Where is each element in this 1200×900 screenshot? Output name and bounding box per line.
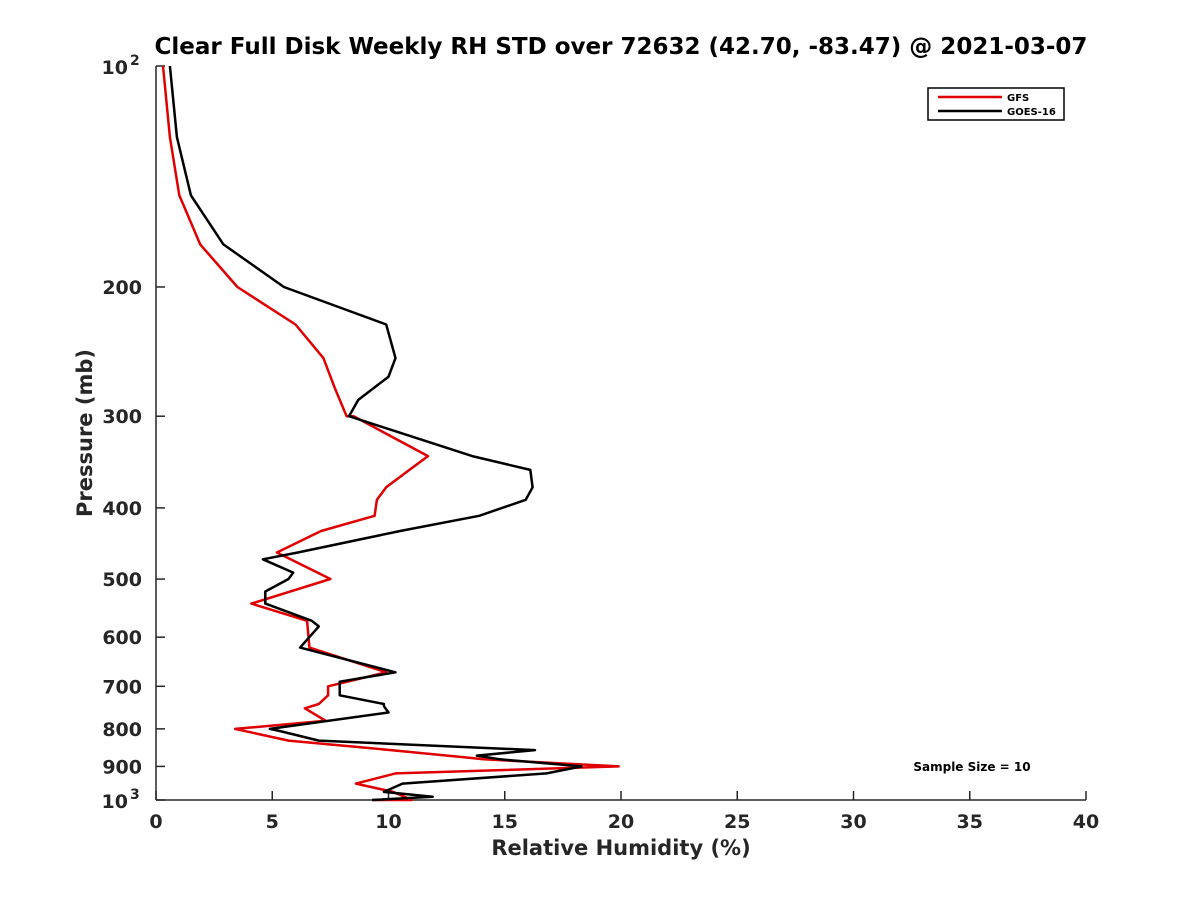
legend-label-gfs: GFS xyxy=(1007,93,1029,104)
y-tick-label: 200 xyxy=(102,277,142,299)
x-tick-label: 20 xyxy=(608,811,634,833)
chart-title: Clear Full Disk Weekly RH STD over 72632… xyxy=(155,34,1088,60)
y-axis-label: Pressure (mb) xyxy=(73,349,97,517)
y-tick-label: 500 xyxy=(102,569,142,591)
legend: GFS GOES-16 xyxy=(927,87,1065,121)
x-tick-label: 35 xyxy=(957,811,983,833)
y-tick-label: 10 xyxy=(102,57,128,79)
y-tick-label: 300 xyxy=(102,406,142,428)
x-tick-label: 40 xyxy=(1073,811,1099,833)
legend-label-goes16: GOES-16 xyxy=(1007,107,1056,118)
x-tick-label: 30 xyxy=(840,811,866,833)
y-tick-label: 900 xyxy=(102,756,142,778)
x-tick-label: 15 xyxy=(492,811,518,833)
x-tick-label: 5 xyxy=(266,811,279,833)
x-tick-label: 10 xyxy=(375,811,401,833)
sample-size-annotation: Sample Size = 10 xyxy=(913,760,1030,774)
series-lines xyxy=(161,65,620,802)
x-axis-ticks: 0 5 10 15 20 25 30 35 40 xyxy=(149,791,1099,833)
series-line-goes16 xyxy=(168,65,583,802)
y-tick-exponent: 3 xyxy=(130,787,140,803)
x-tick-label: 25 xyxy=(724,811,750,833)
legend-box xyxy=(927,87,1065,121)
y-tick-label: 10 xyxy=(102,791,128,813)
x-tick-label: 0 xyxy=(149,811,162,833)
y-tick-exponent: 2 xyxy=(130,53,140,69)
y-tick-label: 700 xyxy=(102,676,142,698)
series-line-gfs xyxy=(161,65,620,802)
y-tick-label: 400 xyxy=(102,498,142,520)
x-axis-label: Relative Humidity (%) xyxy=(491,836,750,860)
y-tick-label: 800 xyxy=(102,719,142,741)
y-tick-label: 600 xyxy=(102,627,142,649)
plot-area xyxy=(155,66,1086,801)
